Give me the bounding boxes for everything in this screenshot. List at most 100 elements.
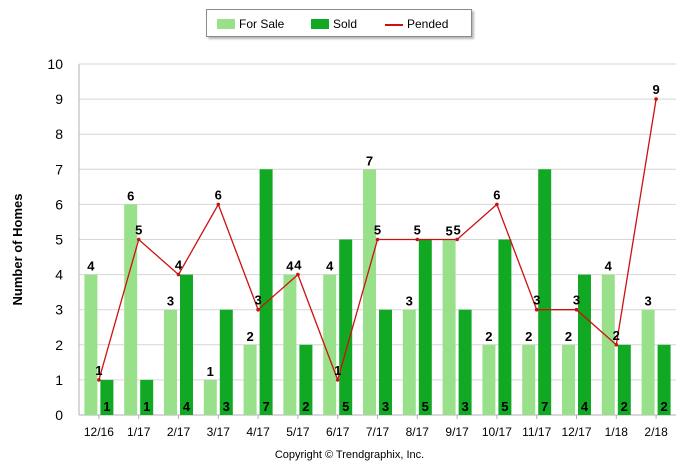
data-label-pended: 3: [533, 293, 540, 308]
data-label-sold: 5: [422, 399, 429, 414]
data-label-pended: 5: [135, 223, 142, 238]
x-tick-label: 2/17: [167, 425, 191, 439]
x-tick-label: 5/17: [286, 425, 310, 439]
bar-sold: [379, 309, 392, 415]
data-label-sold: 3: [382, 399, 389, 414]
data-label-pended: 6: [215, 187, 222, 202]
pended-point: [335, 378, 340, 382]
bar-sold: [100, 379, 114, 415]
bar-sold: [657, 344, 671, 415]
data-label-for-sale: 2: [565, 329, 572, 344]
x-tick-label: 12/16: [84, 425, 114, 439]
y-tick-label: 7: [55, 161, 63, 177]
y-tick-label: 5: [55, 232, 63, 248]
data-label-pended: 5: [453, 223, 460, 238]
legend-label-pended: Pended: [407, 17, 449, 31]
data-label-for-sale: 6: [127, 188, 134, 203]
y-tick-label: 0: [55, 407, 63, 423]
data-label-sold: 4: [581, 399, 589, 414]
copyright-footer: Copyright © Trendgraphix, Inc.: [274, 449, 425, 461]
bar-for-sale: [442, 239, 456, 415]
data-label-pended: 4: [294, 258, 302, 273]
y-tick-label: 3: [55, 302, 63, 318]
data-label-for-sale: 2: [525, 329, 532, 344]
bar-sold: [140, 379, 154, 415]
data-label-for-sale: 7: [366, 153, 373, 168]
bar-for-sale: [562, 344, 575, 415]
legend-item-sold: Sold: [311, 17, 357, 31]
data-label-sold: 5: [501, 399, 508, 414]
bar-sold: [617, 344, 631, 415]
bar-sold: [498, 239, 512, 415]
pended-point: [574, 307, 579, 312]
data-label-sold: 4: [183, 399, 191, 414]
data-label-for-sale: 3: [644, 294, 651, 309]
data-label-sold: 3: [461, 399, 468, 414]
data-label-for-sale: 5: [445, 224, 452, 239]
data-label-pended: 1: [334, 363, 341, 378]
bar-sold: [578, 274, 591, 415]
bar-for-sale: [283, 274, 297, 415]
data-label-sold: 1: [143, 399, 150, 414]
bar-for-sale: [363, 169, 376, 415]
data-label-pended: 3: [573, 293, 580, 308]
data-label-sold: 5: [342, 399, 349, 414]
bar-for-sale: [482, 344, 496, 415]
pended-point: [296, 272, 300, 277]
data-label-for-sale: 4: [326, 259, 334, 274]
legend-swatch-pended: [385, 23, 403, 26]
pended-point: [136, 237, 141, 242]
data-label-for-sale: 3: [167, 294, 174, 309]
legend-label-sold: Sold: [333, 17, 358, 31]
data-label-sold: 2: [302, 399, 309, 414]
bar-sold: [418, 239, 432, 415]
y-tick-label: 6: [55, 196, 63, 212]
data-label-pended: 5: [414, 223, 421, 238]
bar-for-sale: [164, 309, 177, 415]
pended-point: [216, 202, 221, 207]
legend-item-for-sale: For Sale: [217, 17, 284, 31]
bar-sold: [219, 309, 233, 415]
y-tick-label: 10: [47, 56, 63, 72]
pended-point: [415, 237, 420, 242]
bar-sold: [299, 344, 313, 415]
data-label-pended: 4: [175, 258, 183, 273]
data-label-for-sale: 4: [605, 259, 613, 274]
legend-label-for-sale: For Sale: [239, 17, 285, 31]
bar-for-sale: [84, 274, 98, 415]
x-tick-label: 3/17: [207, 425, 231, 439]
y-tick-label: 4: [55, 267, 63, 283]
x-tick-label: 1/17: [127, 425, 151, 439]
legend-item-pended: Pended: [385, 17, 448, 31]
x-tick-label: 4/17: [246, 425, 270, 439]
pended-point: [614, 343, 619, 347]
x-tick-label: 10/17: [482, 425, 512, 439]
x-tick-label: 6/17: [326, 425, 350, 439]
x-tick-label: 9/17: [445, 425, 469, 439]
y-axis-title: Number of Homes: [10, 194, 25, 306]
data-label-pended: 1: [95, 363, 102, 378]
bar-sold: [538, 169, 552, 415]
data-label-pended: 3: [254, 293, 261, 308]
pended-point: [495, 202, 499, 207]
bar-sold: [339, 239, 353, 415]
bar-for-sale: [203, 379, 217, 415]
x-tick-label: 2/18: [644, 425, 668, 439]
data-label-for-sale: 4: [87, 259, 95, 274]
y-tick-label: 1: [55, 372, 63, 388]
pended-point: [654, 97, 658, 101]
bar-sold: [458, 309, 472, 415]
bar-sold: [180, 274, 193, 415]
data-label-pended: 5: [374, 223, 381, 238]
chart-legend: For Sale Sold Pended: [206, 9, 472, 37]
pended-point: [97, 378, 101, 382]
data-label-pended: 2: [613, 328, 620, 343]
x-tick-label: 11/17: [522, 425, 551, 439]
x-tick-label: 1/18: [605, 425, 629, 439]
bar-for-sale: [641, 309, 655, 415]
bar-for-sale: [323, 274, 337, 415]
legend-swatch-for-sale: [217, 19, 235, 29]
x-tick-label: 8/17: [406, 425, 430, 439]
data-label-sold: 7: [262, 399, 269, 414]
data-label-for-sale: 2: [485, 329, 492, 344]
